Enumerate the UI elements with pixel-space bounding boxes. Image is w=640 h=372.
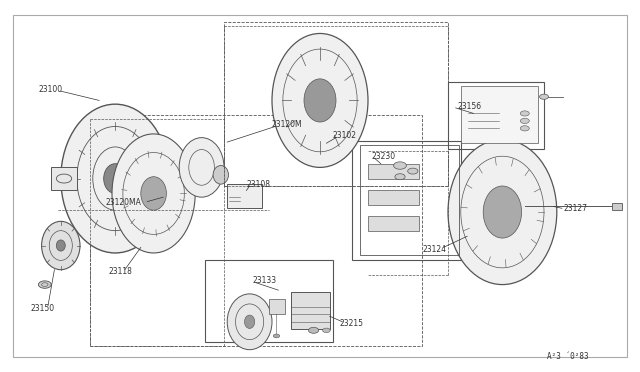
- Circle shape: [394, 162, 406, 169]
- Bar: [612, 203, 622, 210]
- Ellipse shape: [179, 138, 224, 197]
- Ellipse shape: [213, 166, 228, 184]
- Text: 23100: 23100: [38, 85, 63, 94]
- Bar: [368, 164, 419, 179]
- Bar: [352, 141, 461, 260]
- Circle shape: [273, 334, 280, 338]
- Circle shape: [308, 327, 319, 333]
- Circle shape: [323, 328, 330, 333]
- Bar: [90, 115, 422, 346]
- Ellipse shape: [227, 294, 272, 350]
- Bar: [368, 190, 419, 205]
- Ellipse shape: [141, 177, 166, 210]
- Text: 23127: 23127: [563, 204, 588, 213]
- Bar: [51, 167, 77, 190]
- Ellipse shape: [42, 221, 80, 270]
- Circle shape: [38, 281, 51, 288]
- Bar: [227, 184, 262, 208]
- Ellipse shape: [244, 315, 255, 328]
- Bar: [224, 22, 448, 186]
- Bar: [368, 216, 419, 231]
- Text: 23120MA: 23120MA: [106, 198, 141, 207]
- Text: 23118: 23118: [109, 267, 132, 276]
- Text: A²3 ´0²83: A²3 ´0²83: [547, 352, 589, 361]
- Text: 23150: 23150: [30, 304, 54, 313]
- Circle shape: [395, 174, 405, 180]
- Text: 23215: 23215: [339, 319, 364, 328]
- Bar: [448, 82, 544, 149]
- Text: 23102: 23102: [333, 131, 357, 140]
- Bar: [461, 86, 538, 143]
- Bar: [291, 292, 330, 329]
- Ellipse shape: [304, 79, 336, 122]
- Circle shape: [520, 111, 529, 116]
- Ellipse shape: [483, 186, 522, 238]
- Circle shape: [520, 126, 529, 131]
- Ellipse shape: [112, 134, 195, 253]
- Circle shape: [540, 94, 548, 99]
- Ellipse shape: [61, 104, 170, 253]
- Ellipse shape: [272, 33, 368, 167]
- Text: 23124: 23124: [422, 245, 447, 254]
- Text: 23230: 23230: [371, 152, 396, 161]
- Text: 23120M: 23120M: [272, 120, 303, 129]
- Bar: [360, 145, 459, 255]
- Ellipse shape: [104, 164, 127, 193]
- Circle shape: [408, 168, 418, 174]
- Bar: [269, 299, 285, 314]
- Bar: [205, 260, 333, 342]
- Text: 23156: 23156: [458, 102, 482, 110]
- Circle shape: [520, 118, 529, 124]
- Ellipse shape: [448, 140, 557, 285]
- Text: 23108: 23108: [246, 180, 270, 189]
- Ellipse shape: [56, 240, 65, 251]
- Text: 23133: 23133: [253, 276, 277, 285]
